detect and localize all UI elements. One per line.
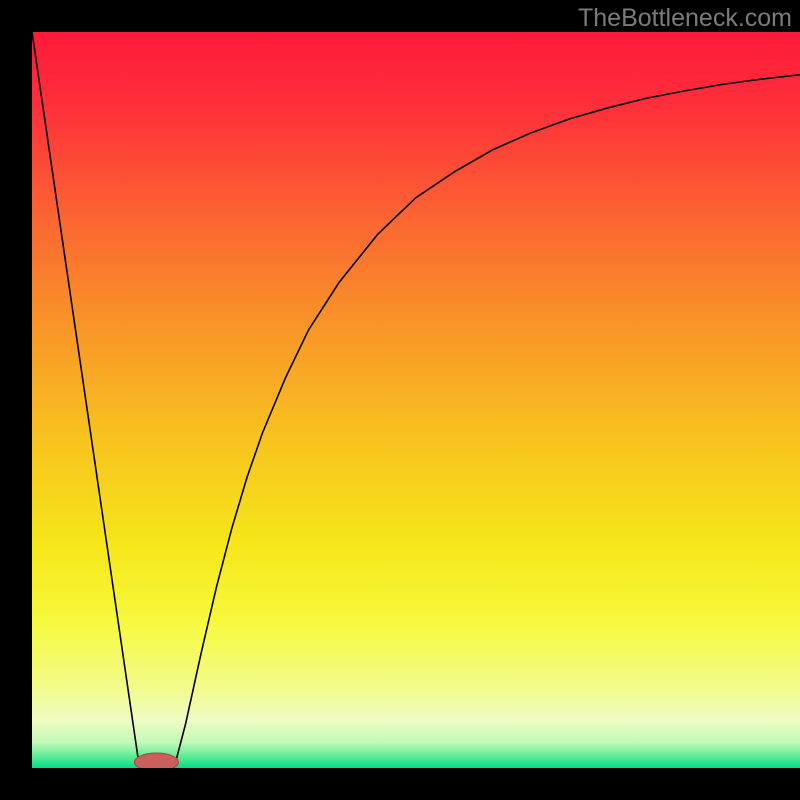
chart-svg (32, 32, 800, 768)
optimum-marker (134, 753, 178, 768)
plot-area (32, 32, 800, 768)
gradient-background (32, 32, 800, 768)
watermark-text: TheBottleneck.com (578, 4, 792, 33)
chart-frame: TheBottleneck.com (0, 0, 800, 800)
